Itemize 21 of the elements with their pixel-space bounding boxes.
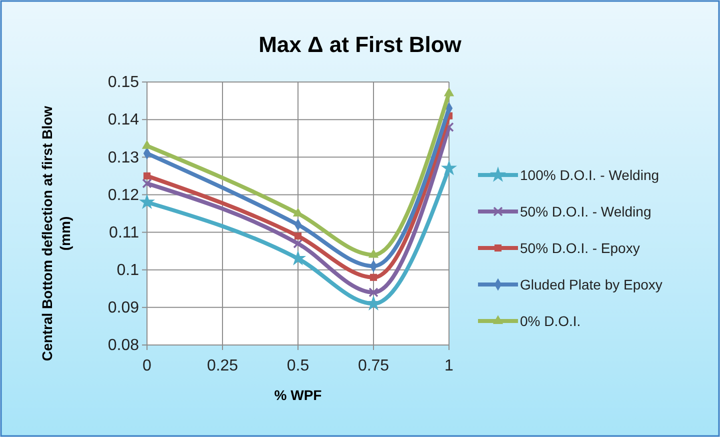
y-tick-label: 0.11: [109, 224, 140, 242]
x-tick-label: 0.75: [358, 358, 390, 375]
legend-label: 50% D.O.I. - Welding: [520, 204, 652, 220]
y-tick-label: 0.15: [108, 74, 140, 92]
x-tick-label: 0.5: [286, 358, 310, 375]
y-tick-label: 0.12: [108, 186, 140, 204]
legend-label: 50% D.O.I. - Epoxy: [520, 240, 640, 256]
y-tick-label: 0.08: [108, 337, 140, 354]
y-tick-label: 0.1: [116, 262, 140, 279]
y-tick-label: 0.13: [108, 149, 140, 166]
legend-label: Gluded Plate by Epoxy: [520, 276, 662, 292]
x-tick-label: 1: [444, 358, 454, 375]
legend-label: 0% D.O.I.: [520, 313, 581, 329]
x-tick-label: 0: [142, 358, 152, 375]
chart-title: Max Δ at First Blow: [258, 32, 462, 57]
y-tick-label: 0.14: [108, 112, 140, 129]
x-axis-title: % WPF: [274, 387, 322, 403]
y-axis-title: Central Bottom deflection at first Blow (mm): [39, 106, 74, 362]
legend-label: 100% D.O.I. - Welding: [520, 167, 660, 183]
x-tick-label: 0.25: [206, 358, 238, 375]
y-tick-label: 0.09: [108, 300, 140, 317]
